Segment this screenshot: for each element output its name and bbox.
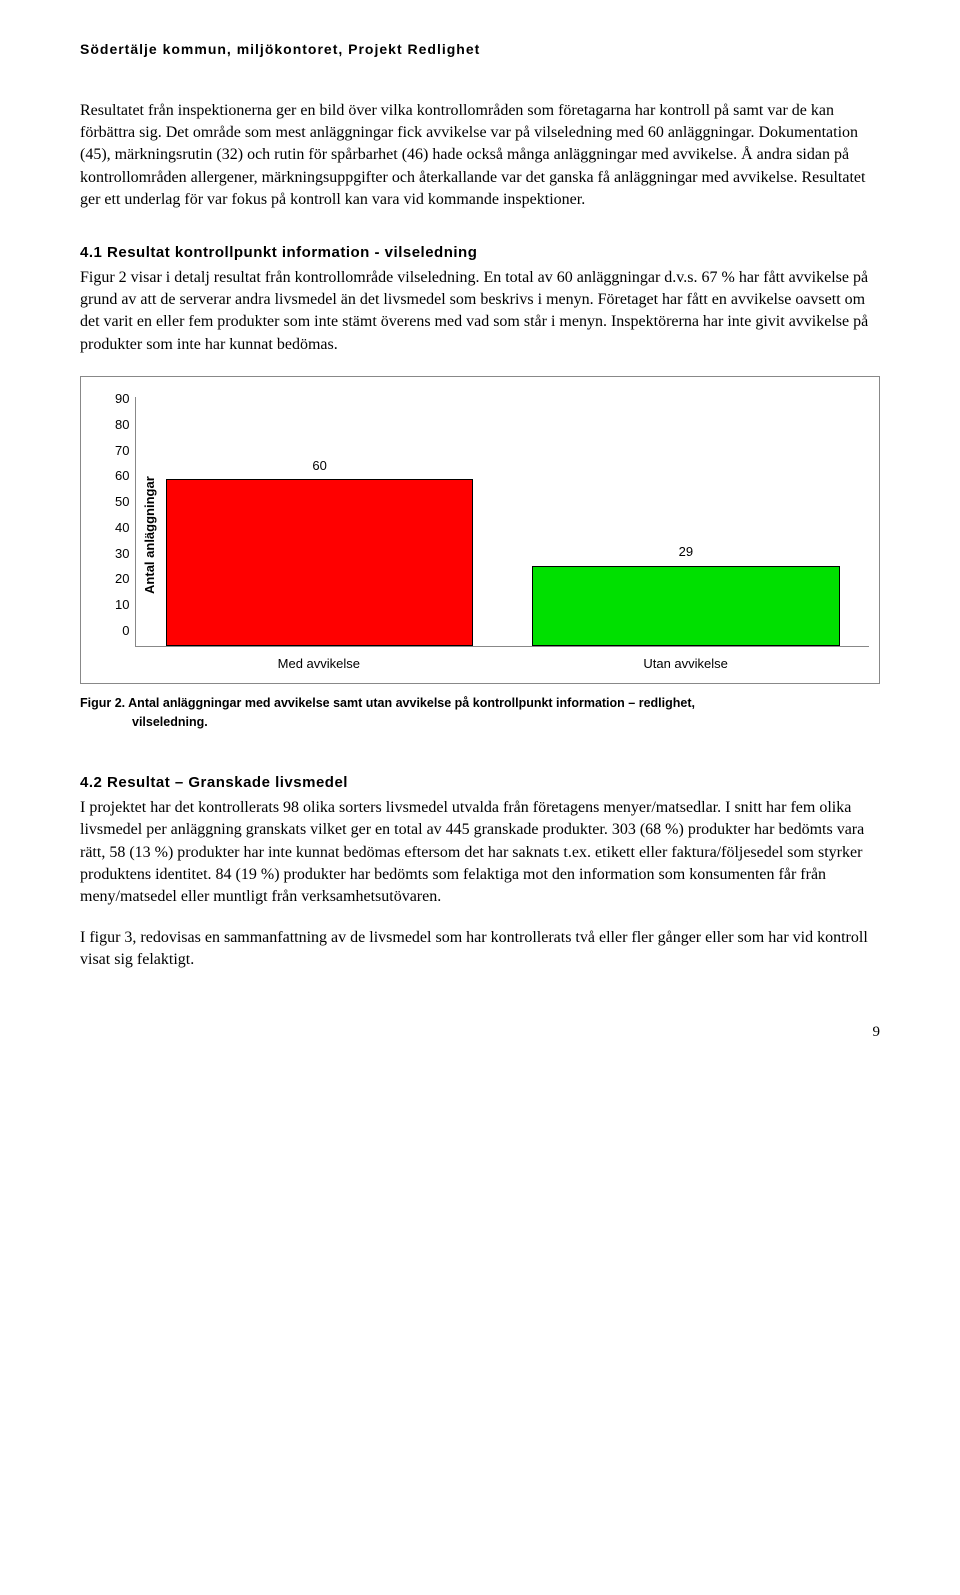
bar-value-label: 60 (312, 457, 326, 475)
ytick: 10 (115, 596, 129, 614)
ytick: 90 (115, 390, 129, 408)
bar-wrap: 29 (532, 543, 840, 646)
intro-paragraph: Resultatet från inspektionerna ger en bi… (80, 100, 880, 212)
category-label: Med avvikelse (165, 655, 473, 673)
ytick: 0 (122, 622, 129, 640)
closing-paragraph: I figur 3, redovisas en sammanfattning a… (80, 927, 880, 972)
page-header: Södertälje kommun, miljökontoret, Projek… (80, 40, 880, 60)
bar (166, 479, 474, 646)
section-4-2-body: I projektet har det kontrollerats 98 oli… (80, 797, 880, 909)
chart-y-axis-label-wrap: Antal anläggningar (91, 397, 115, 673)
section-4-1-body: Figur 2 visar i detalj resultat från kon… (80, 267, 880, 357)
section-4-2-title: 4.2 Resultat – Granskade livsmedel (80, 772, 880, 793)
chart-y-ticks: 90 80 70 60 50 40 30 20 10 0 (115, 390, 135, 640)
chart-plot-area: 60 29 (135, 397, 869, 647)
category-label: Utan avvikelse (532, 655, 840, 673)
bar (532, 566, 840, 647)
chart-category-labels: Med avvikelse Utan avvikelse (135, 647, 869, 673)
ytick: 70 (115, 442, 129, 460)
section-4-1-title: 4.1 Resultat kontrollpunkt information -… (80, 242, 880, 263)
figure-2-caption-line2: vilseledning. (80, 715, 208, 729)
bar-wrap: 60 (166, 457, 474, 646)
figure-2-caption-line1: Figur 2. Antal anläggningar med avvikels… (80, 696, 695, 710)
bar-chart-figure-2: Antal anläggningar 90 80 70 60 50 40 30 … (80, 376, 880, 684)
ytick: 20 (115, 570, 129, 588)
page-number: 9 (80, 1022, 880, 1043)
ytick: 60 (115, 467, 129, 485)
figure-2-caption: Figur 2. Antal anläggningar med avvikels… (80, 694, 880, 732)
ytick: 80 (115, 416, 129, 434)
ytick: 30 (115, 545, 129, 563)
bar-value-label: 29 (679, 543, 693, 561)
ytick: 50 (115, 493, 129, 511)
ytick: 40 (115, 519, 129, 537)
